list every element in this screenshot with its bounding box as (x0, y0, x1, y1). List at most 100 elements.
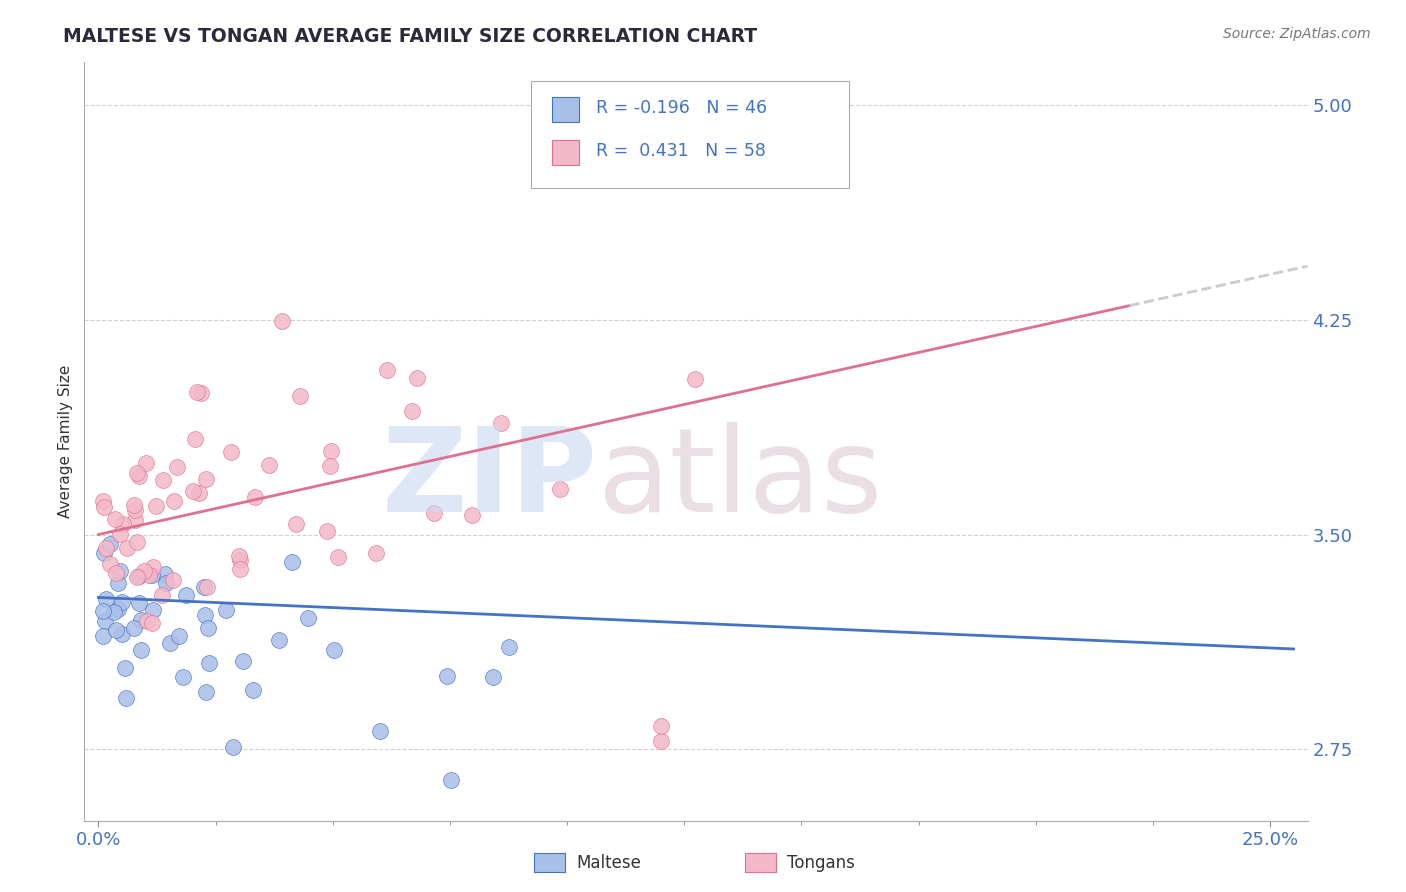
Point (489, 416, 512, 430)
Point (124, 502, 146, 516)
Point (129, 642, 152, 657)
Point (186, 385, 208, 400)
Point (482, 670, 505, 684)
Point (190, 386, 212, 401)
Point (142, 559, 165, 574)
Point (364, 546, 387, 560)
Point (375, 363, 398, 377)
Point (257, 458, 280, 472)
Text: Maltese: Maltese (576, 854, 641, 871)
Text: MALTESE VS TONGAN AVERAGE FAMILY SIZE CORRELATION CHART: MALTESE VS TONGAN AVERAGE FAMILY SIZE CO… (63, 27, 758, 45)
Point (107, 575, 129, 590)
Point (135, 614, 157, 628)
Point (319, 443, 342, 458)
Point (184, 432, 207, 446)
Point (94, 541, 117, 556)
Point (104, 512, 127, 526)
Point (172, 670, 194, 684)
Point (650, 719, 672, 733)
Text: Source: ZipAtlas.com: Source: ZipAtlas.com (1223, 27, 1371, 41)
Point (141, 567, 163, 582)
Point (155, 576, 177, 591)
Point (242, 682, 264, 697)
Point (195, 685, 218, 699)
Point (128, 568, 150, 582)
Point (141, 616, 163, 631)
Text: atlas: atlas (598, 422, 883, 537)
Point (93, 500, 115, 515)
FancyBboxPatch shape (551, 140, 578, 165)
Point (187, 485, 209, 500)
Text: Tongans: Tongans (787, 854, 855, 871)
Point (129, 613, 152, 627)
FancyBboxPatch shape (531, 81, 849, 187)
Point (197, 621, 219, 635)
Text: R =  0.431   N = 58: R = 0.431 N = 58 (596, 142, 765, 161)
FancyBboxPatch shape (551, 96, 578, 121)
Point (111, 627, 134, 641)
Point (194, 608, 217, 623)
Point (316, 524, 339, 538)
Point (498, 640, 520, 654)
Point (197, 580, 219, 594)
Text: ZIP: ZIP (382, 422, 598, 537)
Point (440, 772, 463, 787)
Point (125, 570, 148, 584)
Point (436, 669, 458, 683)
Point (167, 629, 190, 643)
Point (174, 588, 197, 602)
Point (124, 513, 146, 527)
Point (150, 588, 173, 602)
Point (135, 456, 157, 470)
Point (181, 484, 204, 499)
Point (232, 654, 254, 668)
Point (152, 473, 174, 487)
Point (297, 611, 319, 625)
Point (94, 614, 117, 628)
Point (166, 460, 188, 475)
Point (195, 472, 218, 486)
Point (159, 636, 181, 650)
Point (423, 506, 446, 520)
Point (138, 567, 160, 582)
Point (127, 467, 149, 481)
Point (323, 643, 346, 657)
Point (105, 566, 128, 581)
Point (319, 459, 342, 474)
Point (115, 690, 138, 705)
Point (219, 445, 242, 459)
Point (650, 733, 672, 747)
Point (228, 549, 250, 563)
Y-axis label: Average Family Size: Average Family Size (58, 365, 73, 518)
Point (683, 372, 706, 386)
Point (145, 500, 167, 514)
Point (114, 661, 136, 675)
Point (93, 546, 115, 560)
Point (460, 508, 482, 522)
Point (134, 564, 156, 578)
Point (198, 657, 221, 671)
Point (368, 724, 391, 739)
Point (142, 603, 165, 617)
Point (111, 595, 134, 609)
Point (281, 555, 304, 569)
Point (91, 604, 114, 618)
Point (193, 580, 215, 594)
Point (107, 601, 129, 615)
Point (163, 494, 186, 508)
Point (401, 403, 423, 417)
Point (91, 629, 114, 643)
Point (270, 314, 292, 328)
Point (405, 371, 427, 385)
Point (245, 491, 267, 505)
Point (91, 493, 114, 508)
Point (589, 169, 612, 184)
Point (228, 552, 250, 566)
Point (105, 624, 128, 638)
Point (112, 517, 135, 532)
Text: R = -0.196   N = 46: R = -0.196 N = 46 (596, 99, 766, 117)
Point (215, 603, 238, 617)
Point (98, 557, 121, 571)
Point (285, 517, 308, 532)
Point (128, 468, 150, 483)
